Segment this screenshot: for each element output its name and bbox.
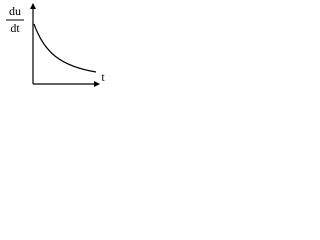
diagram: du dt t [6, 3, 105, 87]
y-label-denominator: dt [10, 21, 20, 35]
page: du dt t (() => { const data = JSON.parse… [0, 0, 320, 96]
curve [33, 23, 97, 73]
y-label-numerator: du [9, 4, 21, 18]
x-label: t [101, 70, 105, 84]
